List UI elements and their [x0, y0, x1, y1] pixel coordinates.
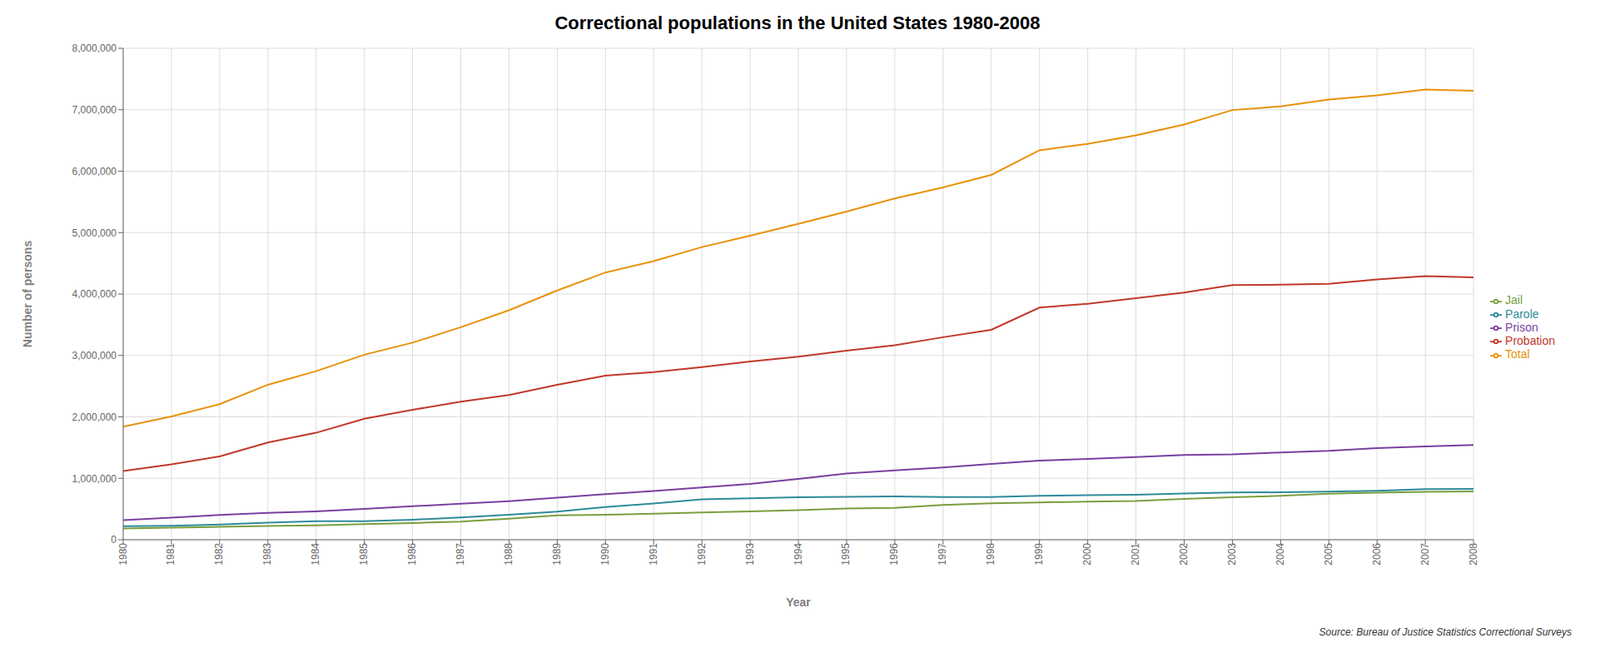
html-text:Parole: Parole	[1505, 306, 1539, 321]
html-text:Jail: Jail	[1505, 293, 1523, 307]
svg-text:1997: 1997	[936, 542, 949, 566]
svg-text:2008: 2008	[1467, 542, 1480, 566]
svg-text:1988: 1988	[502, 542, 515, 566]
svg-text:2002: 2002	[1177, 542, 1190, 566]
svg-text:2,000,000: 2,000,000	[72, 411, 118, 423]
svg-text:1999: 1999	[1033, 542, 1045, 566]
svg-text:1996: 1996	[888, 542, 900, 566]
svg-text:1990: 1990	[599, 542, 612, 566]
svg-text:1995: 1995	[839, 542, 852, 566]
svg-text:6,000,000: 6,000,000	[72, 165, 118, 178]
svg-text:Number of persons: Number of persons	[20, 240, 35, 348]
svg-text:2000: 2000	[1081, 542, 1094, 566]
svg-text:1994: 1994	[792, 542, 805, 566]
svg-text:1983: 1983	[261, 542, 274, 566]
svg-text:1982: 1982	[213, 542, 225, 566]
svg-text:1991: 1991	[647, 542, 660, 566]
html-text:Correctional populations in th: Correctional populations in the United S…	[554, 12, 1041, 34]
svg-text:8,000,000: 8,000,000	[72, 42, 118, 55]
html-text:Total: Total	[1505, 347, 1530, 361]
svg-text:2006: 2006	[1371, 542, 1383, 566]
svg-text:0: 0	[110, 533, 117, 546]
svg-text:1980: 1980	[117, 542, 130, 566]
svg-text:1984: 1984	[309, 542, 322, 566]
svg-text:Year: Year	[785, 595, 811, 609]
svg-text:2005: 2005	[1322, 542, 1335, 566]
svg-text:2007: 2007	[1419, 542, 1432, 566]
svg-text:2001: 2001	[1129, 542, 1142, 566]
html-text:Prison: Prison	[1505, 320, 1539, 334]
svg-text:1998: 1998	[984, 542, 997, 566]
svg-text:1993: 1993	[744, 542, 756, 566]
svg-text:2004: 2004	[1274, 542, 1287, 566]
svg-text:1987: 1987	[454, 542, 467, 566]
svg-text:2003: 2003	[1226, 542, 1238, 566]
svg-text:5,000,000: 5,000,000	[72, 227, 118, 239]
html-text:Probation: Probation	[1505, 333, 1556, 348]
svg-text:1981: 1981	[164, 542, 177, 566]
html-text:Source: Bureau of Justice Stat: Source: Bureau of Justice Statistics Cor…	[1319, 626, 1572, 638]
svg-text:7,000,000: 7,000,000	[72, 104, 118, 116]
svg-text:1992: 1992	[695, 542, 708, 566]
svg-text:4,000,000: 4,000,000	[72, 288, 118, 300]
svg-text:1989: 1989	[551, 542, 563, 566]
svg-text:1,000,000: 1,000,000	[72, 472, 118, 485]
svg-text:1986: 1986	[406, 542, 418, 566]
svg-text:3,000,000: 3,000,000	[72, 349, 118, 362]
svg-text:1985: 1985	[357, 542, 370, 566]
